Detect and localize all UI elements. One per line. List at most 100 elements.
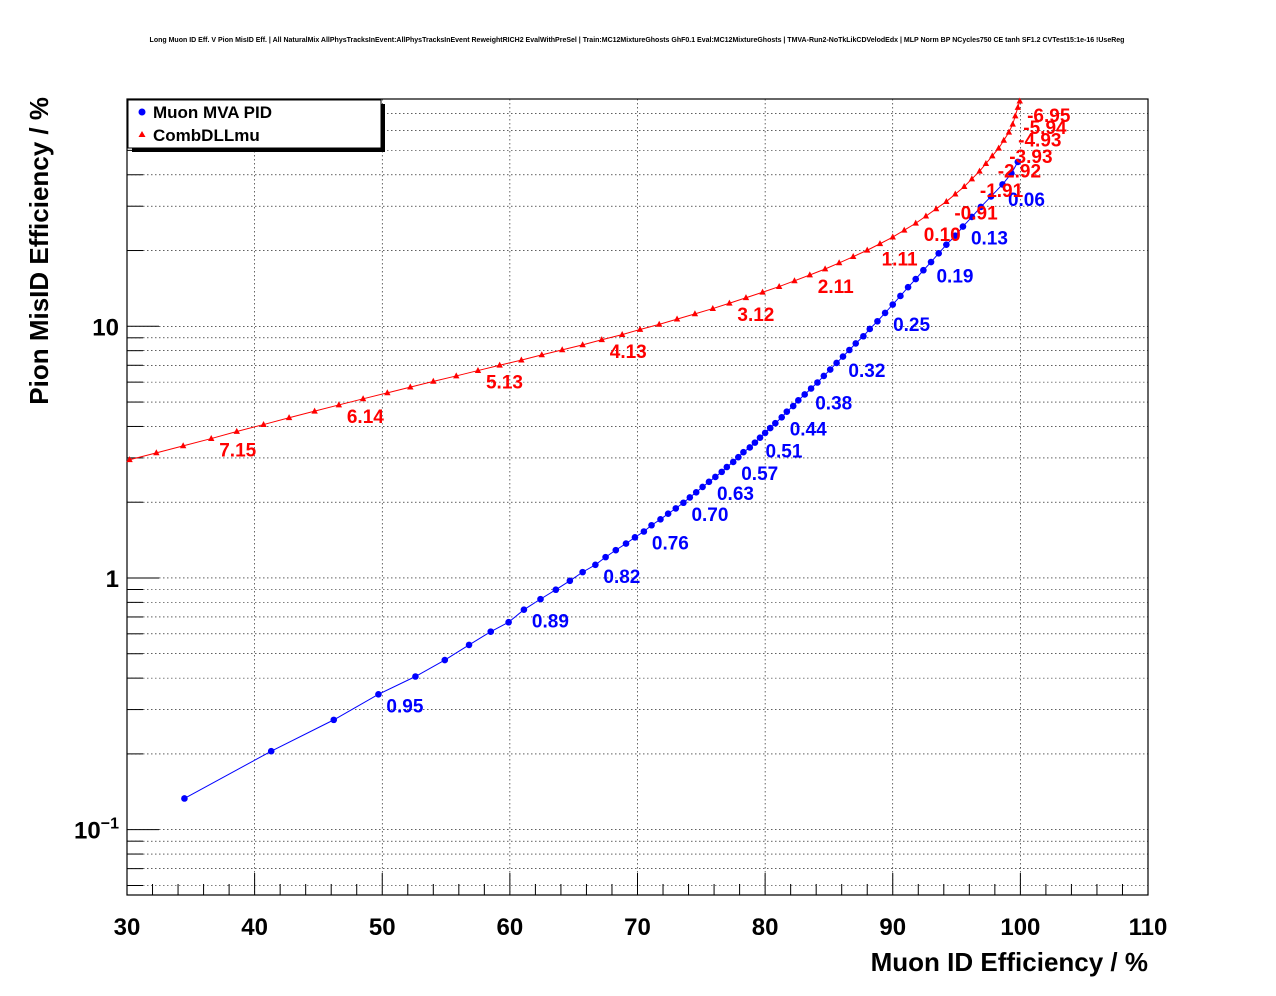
data-point — [538, 351, 545, 358]
legend-marker-combdllmu — [138, 131, 146, 137]
data-point — [952, 190, 959, 197]
data-point — [686, 494, 694, 501]
x-tick-label: 30 — [114, 914, 141, 941]
data-point — [412, 673, 419, 680]
cut-value-label: -4.93 — [1018, 131, 1061, 152]
data-point — [912, 275, 920, 283]
data-point — [959, 223, 967, 230]
data-point — [746, 444, 754, 451]
data-point — [807, 385, 815, 392]
data-point — [735, 453, 742, 461]
data-point — [860, 332, 867, 340]
data-point — [709, 304, 716, 311]
cut-value-label: 0.89 — [532, 612, 569, 633]
data-point — [631, 534, 639, 541]
data-point — [592, 561, 599, 569]
cut-value-label: 7.15 — [219, 441, 256, 462]
data-point — [864, 246, 871, 253]
cut-value-label: 0.13 — [971, 229, 1008, 250]
data-point — [518, 356, 525, 363]
legend-marker-muon-mva — [138, 108, 146, 116]
data-point — [789, 402, 797, 410]
cut-value-label: 0.57 — [741, 464, 778, 485]
data-point — [655, 320, 663, 327]
data-point — [995, 144, 1002, 151]
data-point — [876, 240, 884, 247]
series-line — [129, 100, 1021, 461]
data-point — [520, 606, 528, 614]
y-tick-label: 1 — [106, 566, 119, 593]
data-point — [672, 505, 680, 512]
x-tick-label: 80 — [752, 914, 779, 941]
data-point — [901, 226, 908, 233]
data-point — [285, 414, 293, 421]
cut-value-label: 0.82 — [603, 567, 640, 588]
cut-value-label: 0.19 — [936, 267, 973, 288]
data-point — [987, 193, 995, 200]
data-point — [1014, 103, 1022, 110]
data-point — [766, 424, 774, 432]
cut-value-label: 0.25 — [893, 315, 930, 336]
data-point — [904, 283, 912, 291]
data-point — [680, 499, 687, 507]
data-point — [976, 167, 983, 174]
cut-value-label: 0.70 — [691, 505, 728, 526]
y-tick-labels: 10−1 1 10 — [74, 314, 119, 844]
data-point — [943, 197, 950, 204]
data-point — [453, 372, 460, 379]
data-point — [359, 395, 367, 402]
data-point — [664, 510, 672, 518]
data-point — [740, 448, 747, 456]
series-muon-mva: 0.95 0.89 0.82 0.760.700.630.570.510.44 0.38… — [181, 158, 1045, 802]
data-point — [791, 277, 798, 284]
x-tick-label: 100 — [1000, 914, 1040, 941]
data-point — [375, 690, 382, 698]
data-point — [912, 219, 919, 226]
data-point — [1000, 136, 1007, 143]
data-point — [622, 540, 630, 547]
data-point — [335, 401, 343, 408]
x-tick-label: 60 — [497, 914, 524, 941]
data-point — [579, 568, 586, 576]
cut-value-label: 0.32 — [848, 361, 885, 382]
legend-label-combdllmu: CombDLLmu — [153, 126, 260, 145]
data-point — [806, 271, 813, 278]
data-point — [126, 456, 133, 463]
data-point — [705, 478, 713, 486]
data-point — [712, 473, 719, 481]
data-point — [759, 288, 766, 295]
data-point — [726, 299, 733, 306]
cut-value-label: -6.95 — [1027, 106, 1071, 127]
cut-value-label: 0.63 — [717, 484, 754, 505]
data-point — [233, 427, 240, 434]
data-point — [153, 449, 160, 456]
data-point — [267, 747, 275, 755]
y-tick-label: 10−1 — [74, 816, 119, 845]
data-point — [673, 315, 681, 322]
cut-value-label: 6.14 — [347, 407, 384, 428]
data-point — [889, 233, 896, 240]
data-point — [951, 232, 959, 240]
data-point — [935, 249, 942, 257]
data-point — [833, 359, 840, 367]
y-tick-label: 10 — [92, 314, 119, 341]
data-point — [699, 483, 706, 491]
chart-title: Long Muon ID Eff. V Pion MisID Eff. | Al… — [150, 37, 1125, 44]
series-combdllmu: 7.15 6.14 5.13 4.13 3.12 2.11 1.11 0.10-0.91-1.… — [126, 97, 1071, 463]
data-point — [814, 379, 821, 386]
data-point — [692, 488, 700, 496]
data-point — [618, 330, 626, 337]
series-layer: 0.95 0.89 0.82 0.760.700.630.570.510.44 0.38… — [126, 97, 1071, 802]
cut-value-label: -5.94 — [1023, 118, 1067, 139]
data-point — [612, 546, 620, 554]
data-point — [1008, 170, 1015, 177]
data-point — [775, 282, 783, 289]
data-point — [1005, 128, 1013, 135]
data-point — [826, 366, 834, 373]
data-point — [866, 325, 874, 333]
data-point — [742, 294, 750, 301]
data-point — [977, 203, 985, 211]
data-point — [846, 346, 853, 354]
x-tick-label: 40 — [241, 914, 268, 941]
